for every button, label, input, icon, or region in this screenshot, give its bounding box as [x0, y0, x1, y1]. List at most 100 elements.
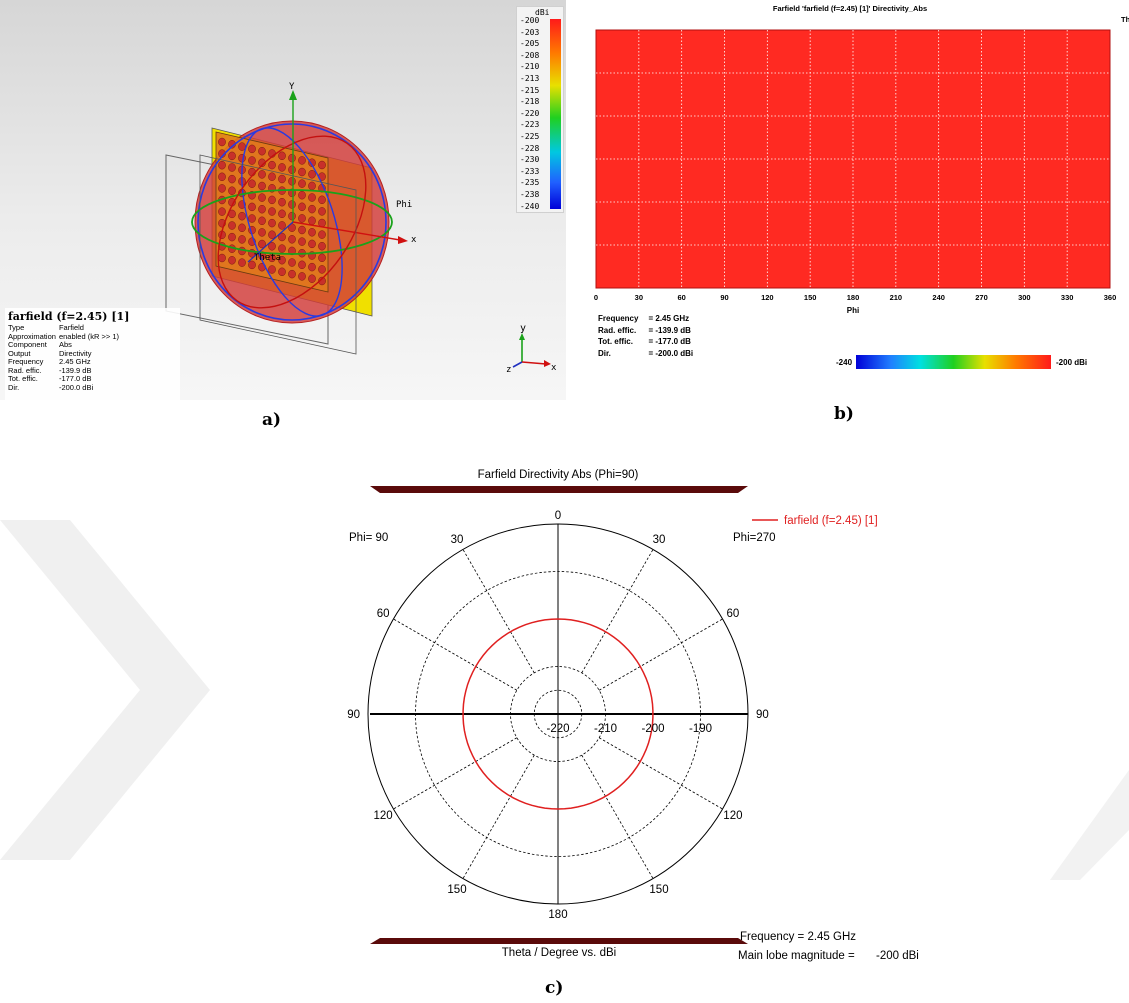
patch-hole — [228, 163, 236, 172]
triad-y-arrow — [519, 333, 525, 340]
heatmap-svg: Farfield 'farfield (f=2.45) [1]' Directi… — [594, 4, 1129, 315]
heatmap-colorbar — [856, 355, 1051, 369]
axis-label-x: x — [411, 235, 417, 245]
patch-hole — [258, 193, 266, 202]
heatmap-info-value: = -139.9 dB — [648, 325, 691, 335]
colorbar-tick-label: -230 — [520, 155, 540, 165]
patch-hole — [238, 258, 246, 267]
polar-angle-label: 0 — [555, 510, 561, 522]
polar-x-label: Theta / Degree vs. dBi — [502, 947, 616, 959]
heatmap-corner-label: Th — [1121, 15, 1129, 24]
patch-hole — [318, 265, 326, 274]
heatmap-info-value: = 2.45 GHz — [648, 314, 690, 323]
colorbar-tick-label: -233 — [520, 166, 540, 176]
farfield-info-table: Type Farfield Approximation enabled (kR >> … — [8, 323, 122, 392]
heatmap-title: Farfield 'farfield (f=2.45) [1]' Directi… — [773, 4, 927, 13]
patch-hole — [268, 218, 276, 228]
heatmap-info-label: Frequency — [598, 314, 639, 323]
x-axis-arrow — [398, 236, 408, 244]
info-value: 2.45 GHz — [58, 357, 91, 366]
info-value: Directivity — [58, 348, 92, 358]
polar-angle-label: 30 — [451, 534, 464, 546]
panel-b-heatmap: Farfield 'farfield (f=2.45) [1]' Directi… — [568, 0, 1129, 400]
heatmap-grid — [596, 30, 1110, 288]
info-label: Frequency — [8, 357, 44, 366]
patch-hole — [318, 207, 326, 216]
colorbar-tick-label: -225 — [520, 132, 540, 141]
patch-hole — [258, 216, 266, 226]
equator-circle — [191, 189, 393, 255]
colorbar-tick-label: -208 — [520, 50, 540, 60]
patch-hole — [308, 239, 316, 249]
heatmap-info-row: Tot. effic. = -177.0 dB — [598, 337, 701, 347]
heatmap-x-tick: 300 — [1018, 293, 1031, 302]
axis-label-y: Y — [289, 82, 295, 92]
info-value: enabled (kR >> 1) — [58, 331, 119, 341]
info-value: Farfield — [58, 323, 84, 332]
info-value: -177.0 dB — [58, 374, 92, 383]
patch-hole — [298, 190, 306, 200]
patch-hole — [298, 156, 306, 165]
polar-angle-label: 60 — [727, 608, 740, 620]
patch-hole — [228, 221, 236, 230]
patch-hole — [238, 235, 246, 244]
patch-hole — [268, 207, 276, 216]
patch-hole — [298, 214, 306, 223]
patch-hole — [268, 230, 276, 239]
patch-hole — [278, 163, 286, 172]
colorbar-unit: dBi — [535, 8, 550, 17]
heatmap-info-value: = -200.0 dBi — [648, 348, 694, 358]
z-axis — [247, 221, 294, 263]
watermark-chevron-left — [0, 520, 210, 860]
patch-hole — [298, 237, 306, 246]
patch-hole — [248, 156, 256, 165]
patch-hole — [258, 228, 266, 237]
patch-hole — [278, 221, 286, 230]
patch-hole — [288, 153, 296, 163]
farfield-info-box: farfield (f=2.45) [1] Type Farfield Approx… — [5, 308, 180, 400]
patch-hole — [258, 239, 266, 249]
colorbar-panel-a: dBi -200 -203 -205 -208 -210 -213 -215 -218 -220… — [516, 6, 564, 213]
heatmap-x-tick: 120 — [761, 293, 774, 302]
axis-label-theta: Theta — [254, 253, 281, 263]
colorbar-tick-label: -218 — [520, 97, 540, 107]
heatmap-x-tick: 180 — [847, 293, 860, 302]
patch-hole — [218, 160, 226, 170]
polar-spokes — [393, 549, 723, 879]
patch-hole — [228, 256, 236, 265]
triad-label-y: y — [520, 323, 526, 334]
polar-top-bar — [370, 486, 748, 493]
heatmap-info-row: Frequency = 2.45 GHz — [598, 314, 701, 324]
patch-hole — [278, 151, 286, 161]
polar-radial-label: -200 — [641, 723, 664, 735]
patch-hole — [228, 174, 236, 184]
info-label: Rad. effic. — [8, 365, 42, 375]
info-row: Tot. effic. -177.0 dB — [8, 374, 122, 384]
watermark-chevron-right — [1050, 770, 1129, 880]
patch-hole — [268, 172, 276, 181]
polar-angle-labels: 0 180 90 90 30 30 60 60 120 120 150 150 — [347, 510, 769, 921]
heatmap-info-row: Dir. = -200.0 dBi — [598, 349, 701, 359]
info-row: Component Abs — [8, 340, 122, 350]
colorbar-tick-label: -220 — [520, 108, 540, 118]
patch-hole — [248, 144, 256, 154]
patch-hole — [298, 225, 306, 235]
patch-hole — [318, 195, 326, 205]
patch-hole — [278, 209, 286, 219]
patch-hole — [308, 158, 316, 167]
polar-legend-label: farfield (f=2.45) [1] — [784, 515, 878, 527]
colorbar-tick-label: -238 — [520, 190, 540, 199]
colorbar-tick-label: -228 — [520, 143, 540, 153]
patch-hole — [298, 272, 306, 281]
patch-hole — [308, 228, 316, 237]
patch-hole — [308, 170, 316, 179]
heatmap-x-ticks: 0 30 60 90 120 150 180 210 240 270 300 330 360 — [594, 293, 1116, 302]
patch-hole — [298, 179, 306, 188]
patch-hole — [318, 276, 326, 286]
polar-spoke — [581, 549, 654, 674]
patch-hole — [258, 181, 266, 191]
heatmap-x-tick: 90 — [720, 293, 728, 302]
patch-hole — [218, 184, 226, 193]
